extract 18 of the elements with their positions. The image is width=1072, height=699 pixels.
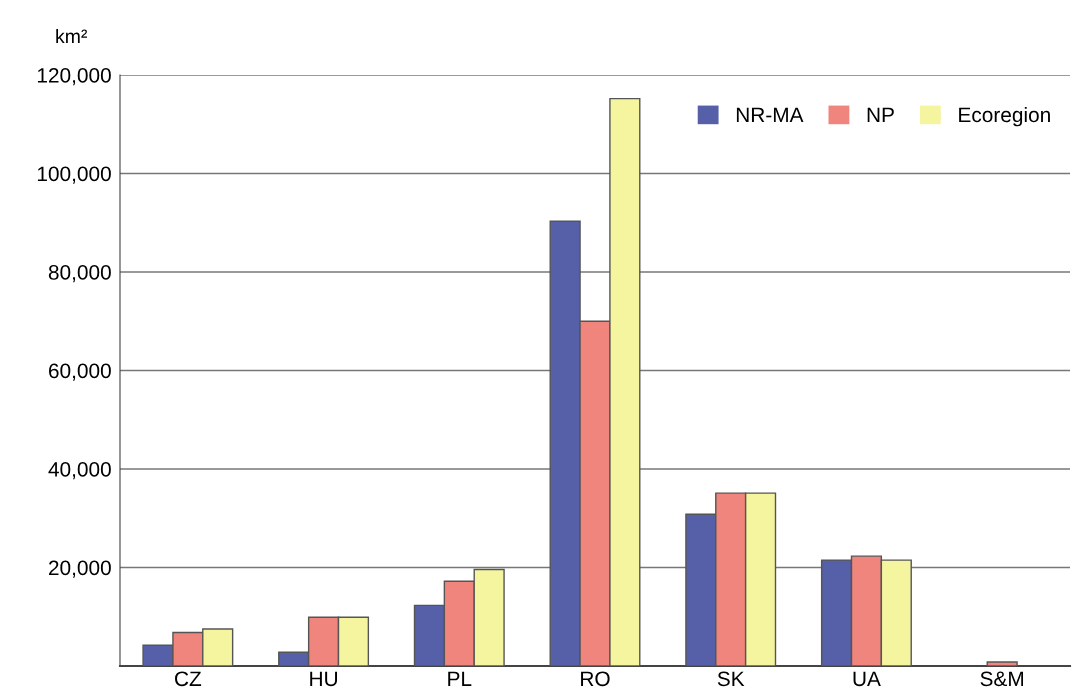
y-tick-label: 40,000	[48, 462, 111, 480]
y-tick-label: 80,000	[48, 265, 111, 283]
legend-label: Ecoregion	[959, 106, 1050, 127]
y-axis-title: km²	[56, 28, 88, 44]
x-tick-label: UA	[853, 671, 881, 687]
x-tick-label: SK	[717, 671, 745, 687]
x-tick-label: RO	[581, 671, 610, 687]
y-tick-label: 100,000	[37, 166, 111, 184]
x-tick-label: HU	[310, 671, 338, 687]
y-tick-label: 20,000	[49, 560, 111, 578]
bar	[986, 661, 1018, 666]
x-tick-label: CZ	[175, 671, 202, 687]
legend-label: NR-MA	[736, 107, 804, 123]
x-tick-label: S&M	[980, 671, 1024, 687]
legend-label: NP	[867, 107, 894, 123]
y-tick-label: 60,000	[49, 363, 111, 381]
y-tick-label: 120,000	[37, 68, 111, 86]
x-tick-label: PL	[448, 671, 472, 686]
